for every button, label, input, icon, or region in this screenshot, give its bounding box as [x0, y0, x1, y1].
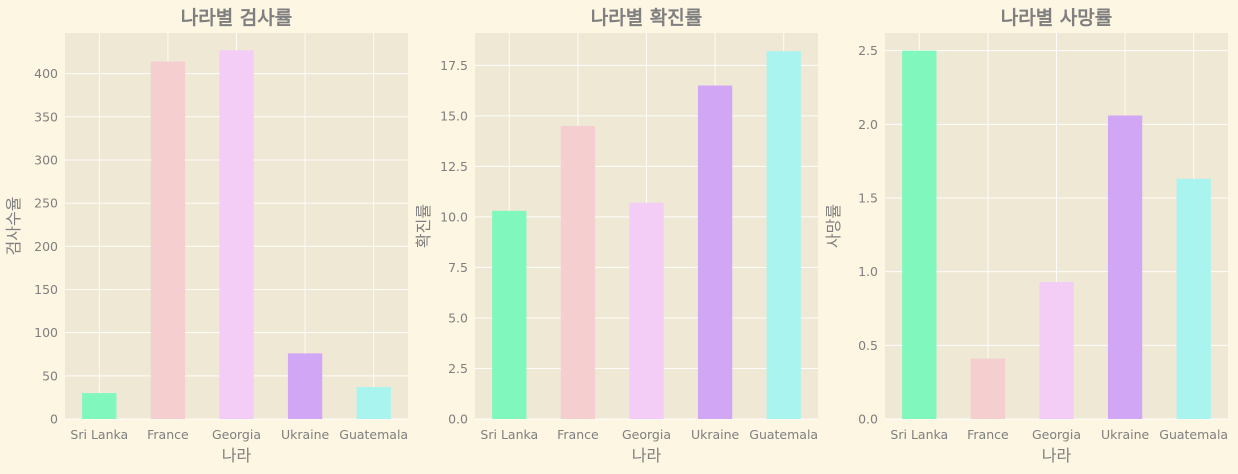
y-tick-label: 17.5 [440, 58, 468, 73]
x-axis-label: 나라 [632, 446, 662, 465]
y-tick-label: 300 [34, 152, 58, 167]
bar-guatemala [356, 387, 391, 419]
panel-confirmed-rate: 0.0 2.5 5.0 7.5 10.0 12.5 15.0 17.5 Sri Lanka Fra… [414, 6, 818, 465]
x-tick-label: Georgia [622, 427, 671, 442]
x-tick-label: Ukraine [1101, 427, 1150, 442]
bars [82, 50, 391, 420]
y-tick-label: 12.5 [440, 159, 468, 174]
bars [902, 50, 1211, 420]
y-tick-label: 2.5 [448, 361, 468, 376]
x-axis-label: 나라 [1042, 446, 1072, 465]
x-tick-label: Guatemala [749, 427, 818, 442]
chart-title: 나라별 사망률 [1001, 7, 1113, 29]
y-axis-label: 사망률 [824, 204, 843, 248]
y-tick-label: 2.5 [858, 43, 878, 58]
y-tick-label: 2.0 [858, 117, 878, 132]
y-tick-label: 200 [34, 239, 58, 254]
y-axis-label: 확진률 [414, 204, 433, 248]
x-tick-label: Guatemala [339, 427, 408, 442]
x-tick-label: Ukraine [281, 427, 330, 442]
bars [492, 51, 801, 420]
x-tick-label: Sri Lanka [480, 427, 538, 442]
tick-labels: 0 50 100 150 200 250 300 350 400 Sri Lanka France G… [34, 66, 408, 442]
x-tick-label: Guatemala [1159, 427, 1228, 442]
x-tick-label: Ukraine [691, 427, 740, 442]
x-tick-label: France [557, 427, 599, 442]
chart-title: 나라별 검사률 [181, 7, 293, 29]
y-axis-label: 검사수율 [4, 197, 23, 256]
chart-title: 나라별 확진률 [591, 6, 703, 29]
bar-georgia [1039, 281, 1074, 419]
y-tick-label: 400 [34, 66, 58, 81]
x-tick-label: Georgia [212, 427, 261, 442]
bar-france [970, 358, 1006, 419]
bar-guatemala [1176, 178, 1211, 419]
y-tick-label: 15.0 [440, 108, 468, 123]
tick-labels: 0.0 2.5 5.0 7.5 10.0 12.5 15.0 17.5 Sri Lanka Fra… [440, 58, 818, 442]
x-tick-label: Sri Lanka [890, 427, 948, 442]
y-tick-label: 0.0 [858, 412, 878, 427]
y-tick-label: 1.5 [858, 191, 878, 206]
bar-sri-lanka [902, 50, 937, 420]
panel-death-rate: 0.0 0.5 1.0 1.5 2.0 2.5 Sri Lanka France Georgia… [824, 7, 1228, 465]
x-axis-label: 나라 [222, 446, 252, 465]
bar-georgia [219, 50, 254, 420]
bar-sri-lanka [82, 393, 117, 419]
y-tick-label: 350 [34, 109, 58, 124]
x-tick-label: Georgia [1032, 427, 1081, 442]
y-tick-label: 50 [42, 368, 58, 383]
y-tick-label: 0.0 [448, 412, 468, 427]
x-tick-label: France [147, 427, 189, 442]
tick-labels: 0.0 0.5 1.0 1.5 2.0 2.5 Sri Lanka France Georgia… [858, 43, 1228, 442]
bar-ukraine [1107, 115, 1143, 419]
x-tick-label: Sri Lanka [70, 427, 128, 442]
y-tick-label: 0 [50, 412, 58, 427]
y-tick-label: 1.0 [858, 264, 878, 279]
y-tick-label: 250 [34, 196, 58, 211]
x-tick-label: France [967, 427, 1009, 442]
bar-georgia [629, 202, 664, 419]
bar-france [150, 61, 186, 419]
bar-guatemala [766, 51, 801, 420]
y-tick-label: 7.5 [448, 260, 468, 275]
y-tick-label: 5.0 [448, 310, 468, 325]
bar-ukraine [697, 85, 733, 420]
bar-sri-lanka [492, 210, 527, 419]
y-tick-label: 100 [34, 325, 58, 340]
y-tick-label: 0.5 [858, 338, 878, 353]
bar-ukraine [287, 353, 323, 419]
bar-france [560, 125, 596, 419]
y-tick-label: 150 [34, 282, 58, 297]
y-tick-label: 10.0 [440, 209, 468, 224]
panel-testing-rate: 0 50 100 150 200 250 300 350 400 Sri Lanka France G… [4, 7, 408, 465]
